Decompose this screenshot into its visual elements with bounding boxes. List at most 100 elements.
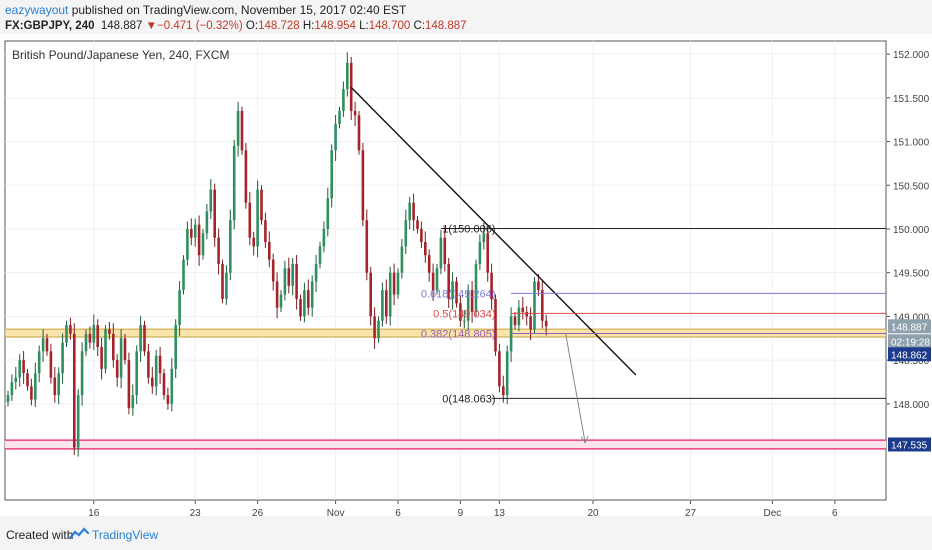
candle-body — [162, 373, 166, 396]
close-value: 148.887 — [425, 20, 467, 32]
candle-body — [447, 263, 450, 299]
candle-body — [30, 386, 33, 400]
candle-body — [10, 381, 14, 396]
candle-body — [252, 237, 255, 247]
fib-level-label: 0.5(149.034) — [433, 308, 495, 320]
x-tick-label: 9 — [458, 508, 464, 516]
candle-body — [209, 189, 213, 212]
tradingview-link[interactable]: TradingView — [92, 528, 159, 542]
candle-body — [123, 338, 127, 361]
price-tag — [888, 334, 931, 349]
candle-body — [248, 202, 252, 238]
candle-body — [420, 228, 423, 243]
candle-body — [439, 237, 443, 269]
close-label: C: — [413, 20, 426, 32]
candle-body — [291, 263, 294, 286]
chart-title: British Pound/Japanese Yen, 240, FXCM — [12, 48, 229, 62]
candle-body — [229, 220, 232, 273]
candle-body — [295, 263, 298, 299]
candle-body — [431, 272, 435, 291]
candle-body — [373, 316, 376, 339]
candle-body — [326, 198, 330, 229]
price-tag-label: 148.862 — [891, 350, 928, 361]
candle-body — [236, 110, 240, 146]
candle-body — [49, 351, 53, 378]
candle-body — [400, 246, 404, 273]
candle-body — [470, 290, 474, 313]
chart-header: eazywayout published on TradingView.com,… — [0, 0, 932, 34]
candle-body — [357, 115, 361, 151]
y-tick-label: 148.000 — [893, 400, 930, 411]
price-axis[interactable]: 148.000 148.500 149.000 149.500 150.000 150.5… — [886, 50, 930, 411]
candle-body — [385, 290, 388, 317]
candle-body — [232, 145, 236, 221]
candle-body — [303, 290, 306, 317]
low-label: L: — [359, 20, 369, 32]
high-label: H: — [302, 20, 315, 32]
candle-body — [486, 233, 489, 273]
candle-body — [244, 150, 248, 203]
candle-body — [100, 347, 103, 369]
candle-body — [151, 377, 154, 387]
candle-body — [505, 351, 509, 396]
candle-body — [260, 189, 263, 221]
symbol-label[interactable]: FX:GBPJPY, 240 — [5, 20, 95, 32]
candle-body — [139, 325, 142, 352]
candle-body — [490, 272, 493, 299]
y-tick-label: 152.000 — [893, 50, 930, 61]
candle-body — [377, 320, 380, 339]
y-tick-label: 151.000 — [893, 138, 930, 149]
candle-body — [65, 325, 68, 343]
candle-body — [474, 263, 478, 313]
fib-level-label: 0.618(149.264) — [421, 288, 496, 300]
candle-body — [513, 316, 517, 326]
trend-line — [350, 86, 637, 376]
drawings: 1(150.006) 0.618(149.264) 0.5(149.034) 0.38… — [350, 86, 886, 444]
candle-body — [76, 395, 80, 448]
candle-body — [34, 373, 37, 400]
candle-body — [205, 211, 209, 234]
candle-body — [53, 377, 57, 396]
candle-body — [108, 329, 111, 334]
candle-body — [318, 246, 322, 264]
price-tag — [888, 437, 931, 452]
candle-body — [412, 202, 415, 221]
candle-body — [537, 281, 540, 291]
price-tags: 148.887 02:19:28 148.862 147.535 — [888, 319, 931, 452]
y-tick-label: 150.000 — [893, 225, 930, 236]
candle-body — [240, 110, 244, 151]
candle-body — [84, 333, 88, 352]
candle-body — [443, 237, 447, 264]
candle-body — [96, 325, 99, 347]
candle-body — [112, 333, 115, 361]
price-tag-label: 148.887 — [891, 322, 928, 333]
candle-body — [45, 338, 49, 352]
candle-body — [88, 333, 92, 343]
candle-body — [119, 338, 123, 378]
tradingview-logo-icon — [69, 527, 89, 540]
projection-arrow-line — [565, 333, 586, 443]
time-axis[interactable]: 16 23 26 Nov 6 9 13 20 27 Dec 6 — [88, 500, 838, 516]
candle-body — [37, 351, 41, 374]
x-tick-label: 27 — [685, 508, 697, 516]
price-tag-label: 147.535 — [891, 440, 928, 451]
last-price: 148.887 — [100, 20, 143, 32]
candle-body — [158, 355, 162, 374]
candle-body — [408, 202, 411, 221]
plot-area[interactable] — [4, 40, 887, 501]
price-chart[interactable]: 1(150.006) 0.618(149.264) 0.5(149.034) 0.38… — [0, 34, 932, 516]
candle-body — [392, 272, 396, 295]
candle-body — [225, 272, 228, 299]
author-link[interactable]: eazywayout — [5, 3, 69, 17]
candle-body — [256, 189, 259, 247]
candle-body — [349, 62, 353, 111]
candle-body — [131, 395, 135, 409]
candle-body — [264, 220, 267, 243]
open-label: O: — [245, 20, 259, 32]
x-tick-label: 16 — [88, 508, 100, 516]
candle-body — [221, 263, 224, 299]
x-tick-label: Nov — [327, 508, 345, 516]
candle-body — [396, 272, 400, 295]
candle-body — [279, 294, 283, 308]
candle-body — [299, 298, 302, 317]
